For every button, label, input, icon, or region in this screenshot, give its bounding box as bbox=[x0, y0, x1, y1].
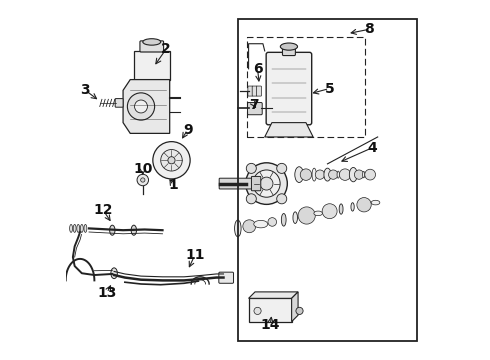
FancyBboxPatch shape bbox=[252, 86, 257, 96]
Circle shape bbox=[365, 169, 375, 180]
Circle shape bbox=[127, 93, 155, 120]
Ellipse shape bbox=[349, 167, 357, 182]
Ellipse shape bbox=[84, 225, 87, 232]
Ellipse shape bbox=[314, 211, 322, 216]
FancyBboxPatch shape bbox=[266, 52, 312, 125]
Circle shape bbox=[246, 163, 256, 174]
Circle shape bbox=[296, 307, 303, 315]
Circle shape bbox=[153, 141, 190, 179]
FancyBboxPatch shape bbox=[115, 99, 123, 107]
FancyBboxPatch shape bbox=[219, 272, 234, 283]
Ellipse shape bbox=[235, 220, 241, 237]
Circle shape bbox=[298, 207, 315, 224]
Text: 11: 11 bbox=[185, 248, 204, 262]
Ellipse shape bbox=[363, 171, 365, 178]
Ellipse shape bbox=[70, 225, 73, 232]
Circle shape bbox=[315, 170, 324, 179]
Circle shape bbox=[300, 169, 312, 180]
Text: 14: 14 bbox=[260, 318, 280, 332]
Circle shape bbox=[161, 149, 182, 171]
Circle shape bbox=[354, 170, 364, 179]
Ellipse shape bbox=[80, 225, 83, 232]
FancyBboxPatch shape bbox=[256, 86, 262, 96]
Text: 4: 4 bbox=[368, 141, 377, 155]
Circle shape bbox=[329, 170, 338, 179]
Circle shape bbox=[246, 194, 256, 204]
FancyBboxPatch shape bbox=[134, 51, 170, 80]
Ellipse shape bbox=[371, 200, 380, 205]
Circle shape bbox=[277, 194, 287, 204]
Ellipse shape bbox=[254, 220, 268, 228]
FancyBboxPatch shape bbox=[219, 178, 255, 189]
Polygon shape bbox=[292, 292, 298, 321]
Text: 10: 10 bbox=[133, 162, 152, 176]
FancyBboxPatch shape bbox=[140, 41, 164, 52]
Circle shape bbox=[245, 163, 287, 204]
Circle shape bbox=[277, 163, 287, 174]
Ellipse shape bbox=[143, 39, 161, 45]
Ellipse shape bbox=[324, 168, 331, 181]
Ellipse shape bbox=[73, 225, 76, 232]
FancyBboxPatch shape bbox=[248, 86, 253, 96]
Ellipse shape bbox=[293, 212, 297, 224]
Ellipse shape bbox=[351, 203, 354, 211]
Text: 2: 2 bbox=[161, 42, 171, 56]
Polygon shape bbox=[248, 292, 298, 298]
Circle shape bbox=[243, 220, 256, 233]
FancyBboxPatch shape bbox=[247, 103, 262, 115]
Circle shape bbox=[260, 177, 273, 190]
Ellipse shape bbox=[254, 307, 261, 315]
Ellipse shape bbox=[281, 213, 286, 226]
Polygon shape bbox=[123, 80, 170, 134]
Ellipse shape bbox=[339, 204, 343, 214]
Bar bbox=[238, 19, 417, 341]
Text: 7: 7 bbox=[249, 98, 259, 112]
Text: 5: 5 bbox=[324, 82, 334, 95]
Ellipse shape bbox=[312, 168, 317, 181]
Ellipse shape bbox=[280, 43, 297, 50]
Text: 6: 6 bbox=[253, 62, 262, 76]
FancyBboxPatch shape bbox=[248, 298, 292, 321]
Text: 9: 9 bbox=[183, 123, 193, 137]
Text: 1: 1 bbox=[169, 178, 178, 192]
Circle shape bbox=[135, 100, 147, 113]
Ellipse shape bbox=[295, 167, 303, 183]
Text: 13: 13 bbox=[97, 286, 117, 300]
Ellipse shape bbox=[77, 225, 80, 232]
Circle shape bbox=[339, 169, 351, 180]
Ellipse shape bbox=[131, 225, 137, 235]
Circle shape bbox=[268, 218, 276, 226]
FancyBboxPatch shape bbox=[251, 176, 261, 191]
Polygon shape bbox=[265, 123, 313, 137]
Circle shape bbox=[357, 198, 371, 212]
Text: 3: 3 bbox=[81, 84, 90, 97]
Ellipse shape bbox=[337, 171, 340, 178]
Ellipse shape bbox=[110, 225, 115, 235]
Circle shape bbox=[168, 157, 175, 164]
Circle shape bbox=[137, 174, 148, 186]
Circle shape bbox=[253, 170, 280, 197]
Text: 8: 8 bbox=[364, 22, 373, 36]
Circle shape bbox=[322, 204, 337, 219]
Bar bbox=[247, 37, 365, 137]
Ellipse shape bbox=[111, 268, 117, 279]
Text: 12: 12 bbox=[94, 203, 113, 217]
Circle shape bbox=[141, 178, 145, 182]
FancyBboxPatch shape bbox=[282, 47, 295, 55]
